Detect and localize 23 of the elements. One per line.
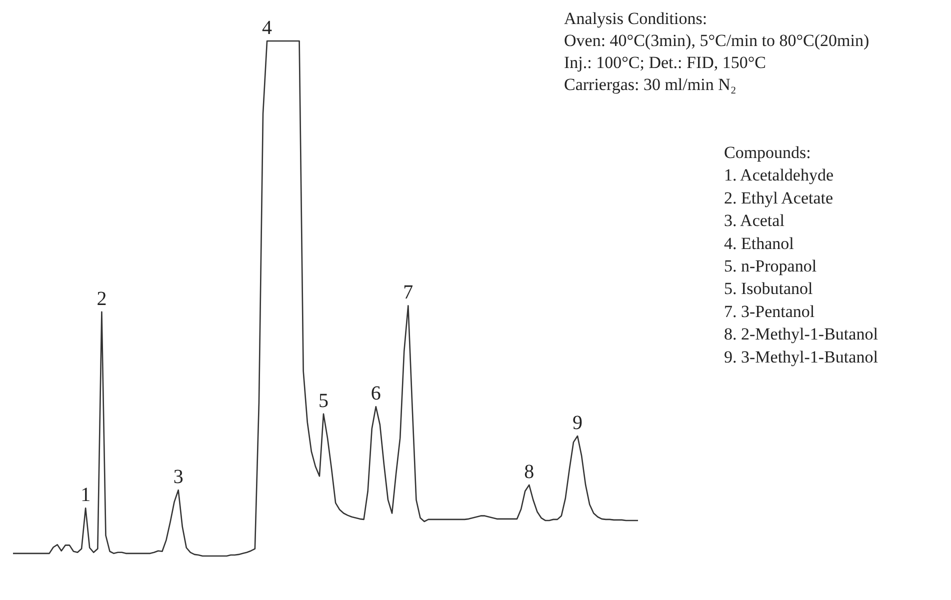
text: 1. Acetaldehyde bbox=[724, 166, 834, 185]
annotation: 5 bbox=[318, 390, 328, 412]
annotation: 4 bbox=[262, 17, 272, 39]
annotation: Carriergas: 30 ml/min N₂ bbox=[564, 75, 736, 94]
text: Compounds: bbox=[724, 143, 811, 162]
annotation: 9 bbox=[572, 412, 583, 434]
text: 5. Isobutanol bbox=[724, 279, 814, 298]
annotation: 6 bbox=[370, 382, 381, 405]
text: 9. 3-Methyl-1-Butanol bbox=[724, 347, 878, 366]
text: 3. Acetal bbox=[724, 211, 785, 230]
annotation: 8 bbox=[524, 460, 534, 483]
text: Analysis Conditions: bbox=[564, 9, 708, 28]
annotation: 3 bbox=[173, 466, 184, 488]
text: 2. Ethyl Acetate bbox=[724, 188, 834, 208]
annotation: Oven: 40°C(3min), 5°C/min to 80°C(20min) bbox=[564, 31, 870, 50]
annotation: 7 bbox=[403, 282, 414, 304]
text: 5. n-Propanol bbox=[724, 256, 817, 276]
annotation: Inj.: 100°C; Det.: FID, 150°C bbox=[564, 53, 766, 72]
text: 4. Ethanol bbox=[724, 234, 794, 253]
text: 8. 2-Methyl-1-Butanol bbox=[724, 324, 878, 344]
text: 7. 3-Pentanol bbox=[724, 302, 815, 321]
annotation: 2 bbox=[96, 288, 107, 310]
annotation: 1 bbox=[80, 484, 91, 506]
